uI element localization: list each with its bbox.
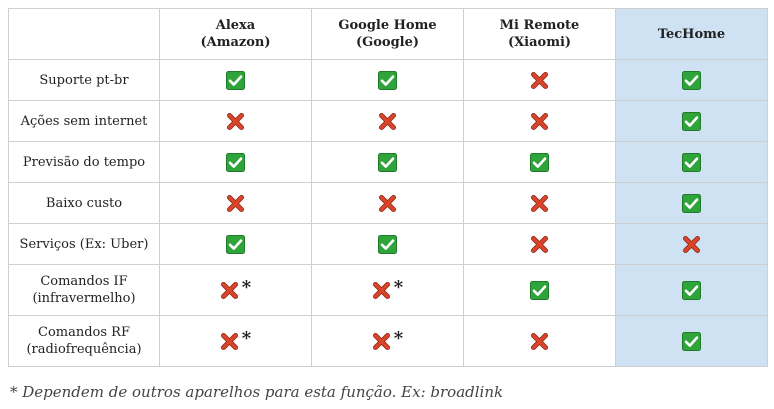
table-row: Ações sem internet bbox=[8, 100, 768, 142]
cross-icon bbox=[530, 235, 549, 254]
cross-icon bbox=[378, 112, 397, 131]
check-icon bbox=[226, 70, 245, 90]
header-techome: TecHome bbox=[615, 8, 768, 60]
table-cell bbox=[615, 223, 768, 265]
table-cell bbox=[311, 100, 464, 142]
table-cell bbox=[159, 223, 312, 265]
check-icon bbox=[682, 70, 701, 90]
table-cell bbox=[615, 315, 768, 367]
comparison-table: Alexa (Amazon) Google Home (Google) Mi Rem… bbox=[8, 8, 768, 367]
table-cell bbox=[463, 315, 616, 367]
table-cell bbox=[311, 141, 464, 183]
cross-icon bbox=[226, 112, 245, 131]
table-cell bbox=[463, 100, 616, 142]
feature-label: Ações sem internet bbox=[8, 100, 160, 142]
table-cell bbox=[615, 59, 768, 101]
check-icon bbox=[682, 280, 701, 300]
check-icon bbox=[378, 152, 397, 172]
footnote: * Dependem de outros aparelhos para esta… bbox=[10, 383, 504, 401]
table-cell bbox=[311, 59, 464, 101]
check-icon bbox=[378, 234, 397, 254]
table-row: Previsão do tempo bbox=[8, 141, 768, 183]
cross-icon bbox=[530, 194, 549, 213]
check-icon bbox=[226, 234, 245, 254]
header-corner bbox=[8, 8, 160, 60]
table-row: Suporte pt-br bbox=[8, 59, 768, 101]
check-icon bbox=[682, 331, 701, 351]
table-cell: * bbox=[159, 315, 312, 367]
table-cell bbox=[615, 264, 768, 316]
footnote-asterisk: * bbox=[241, 328, 252, 349]
cross-icon bbox=[220, 281, 239, 300]
feature-label: Previsão do tempo bbox=[8, 141, 160, 183]
cross-icon bbox=[220, 332, 239, 351]
table-cell bbox=[615, 141, 768, 183]
table-row: Baixo custo bbox=[8, 182, 768, 224]
check-icon bbox=[682, 152, 701, 172]
table-body: Suporte pt-br Ações sem internet Previsão … bbox=[8, 59, 768, 367]
table-cell: * bbox=[311, 264, 464, 316]
table-cell bbox=[311, 223, 464, 265]
check-icon bbox=[682, 193, 701, 213]
cross-icon bbox=[372, 281, 391, 300]
table-cell bbox=[159, 182, 312, 224]
footnote-asterisk: * bbox=[393, 277, 404, 298]
table-cell bbox=[311, 182, 464, 224]
feature-label: Comandos RF (radiofrequência) bbox=[8, 315, 160, 367]
table-row: Serviços (Ex: Uber) bbox=[8, 223, 768, 265]
table-cell bbox=[463, 182, 616, 224]
table-cell bbox=[463, 59, 616, 101]
feature-label: Baixo custo bbox=[8, 182, 160, 224]
check-icon bbox=[378, 70, 397, 90]
feature-label: Comandos IF (infravermelho) bbox=[8, 264, 160, 316]
footnote-asterisk: * bbox=[393, 328, 404, 349]
table-cell bbox=[615, 100, 768, 142]
footnote-asterisk: * bbox=[241, 277, 252, 298]
feature-label: Serviços (Ex: Uber) bbox=[8, 223, 160, 265]
table-cell: * bbox=[159, 264, 312, 316]
table-cell bbox=[615, 182, 768, 224]
table-cell bbox=[463, 223, 616, 265]
table-cell bbox=[463, 264, 616, 316]
cross-icon bbox=[530, 112, 549, 131]
cross-icon bbox=[682, 235, 701, 254]
feature-label: Suporte pt-br bbox=[8, 59, 160, 101]
cross-icon bbox=[530, 332, 549, 351]
table-row: Comandos IF (infravermelho) * * bbox=[8, 264, 768, 316]
table-cell bbox=[159, 100, 312, 142]
table-cell: * bbox=[311, 315, 464, 367]
table-row: Comandos RF (radiofrequência) * * bbox=[8, 315, 768, 367]
header-google-home: Google Home (Google) bbox=[311, 8, 464, 60]
cross-icon bbox=[378, 194, 397, 213]
check-icon bbox=[530, 280, 549, 300]
header-mi-remote: Mi Remote (Xiaomi) bbox=[463, 8, 616, 60]
table-cell bbox=[463, 141, 616, 183]
table-cell bbox=[159, 141, 312, 183]
cross-icon bbox=[372, 332, 391, 351]
table-cell bbox=[159, 59, 312, 101]
check-icon bbox=[530, 152, 549, 172]
check-icon bbox=[226, 152, 245, 172]
header-alexa: Alexa (Amazon) bbox=[159, 8, 312, 60]
check-icon bbox=[682, 111, 701, 131]
header-row: Alexa (Amazon) Google Home (Google) Mi Rem… bbox=[8, 8, 768, 60]
cross-icon bbox=[226, 194, 245, 213]
cross-icon bbox=[530, 71, 549, 90]
